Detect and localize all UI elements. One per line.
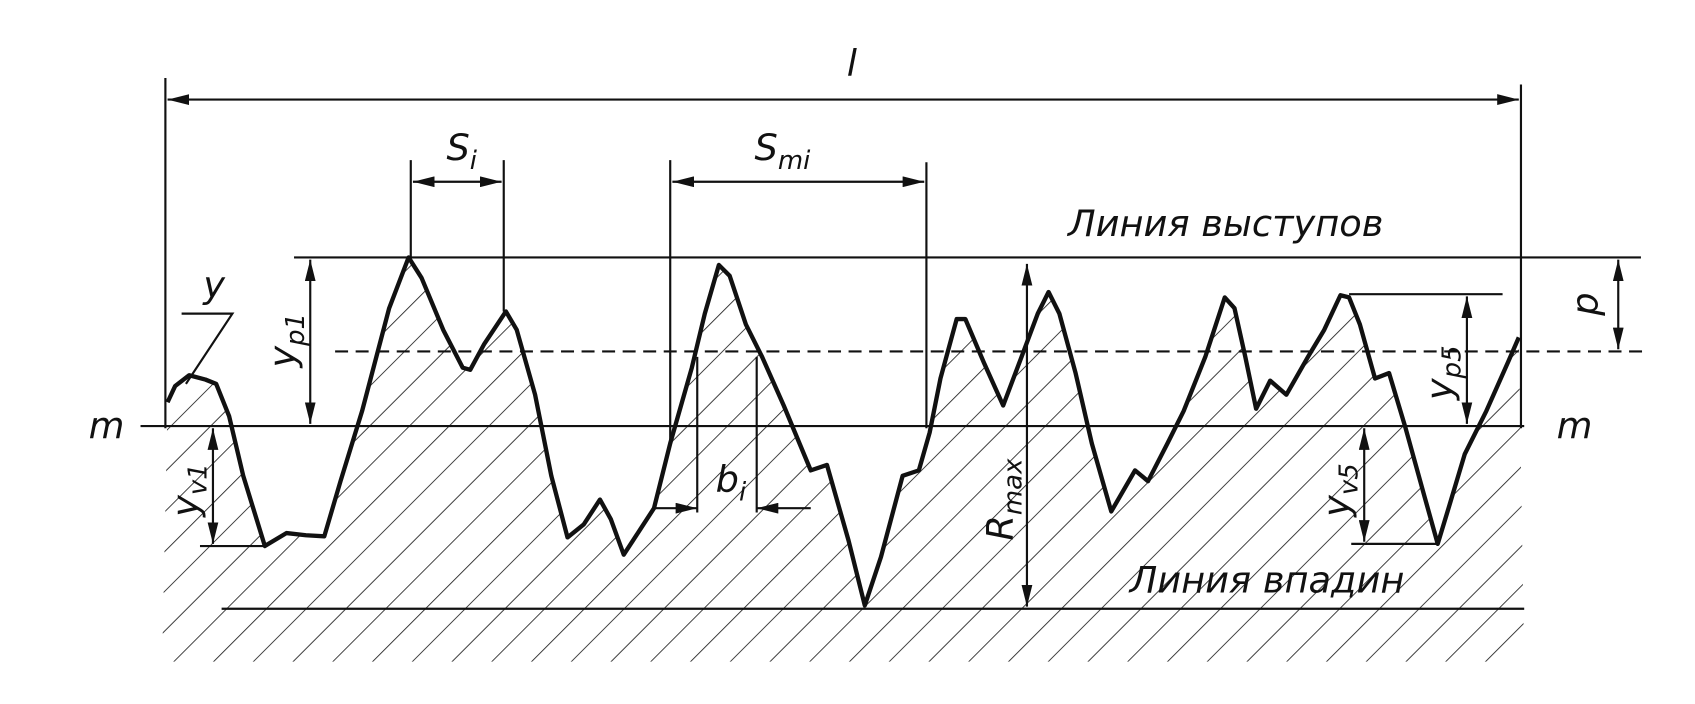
label: Si [446, 126, 477, 176]
surface-profile [165, 255, 1521, 608]
construction-lines [140, 77, 1646, 610]
label: Smi [755, 126, 812, 176]
label: m [89, 404, 125, 447]
label: p [1564, 292, 1607, 316]
label: yp1 [261, 313, 311, 369]
label: Rmax [979, 458, 1029, 541]
hatching [162, 257, 1525, 662]
labels: l Si Smi Линия выступов Линия впадин y m… [89, 42, 1607, 602]
label: y [202, 263, 226, 306]
label: yv1 [164, 463, 214, 518]
label: yp5 [1418, 345, 1468, 401]
label: Линия выступов [1066, 202, 1383, 245]
label: Линия впадин [1128, 559, 1405, 602]
label: m [1557, 404, 1593, 447]
label: l [847, 42, 858, 85]
label: bi [716, 458, 747, 508]
label: yv5 [1315, 463, 1365, 518]
